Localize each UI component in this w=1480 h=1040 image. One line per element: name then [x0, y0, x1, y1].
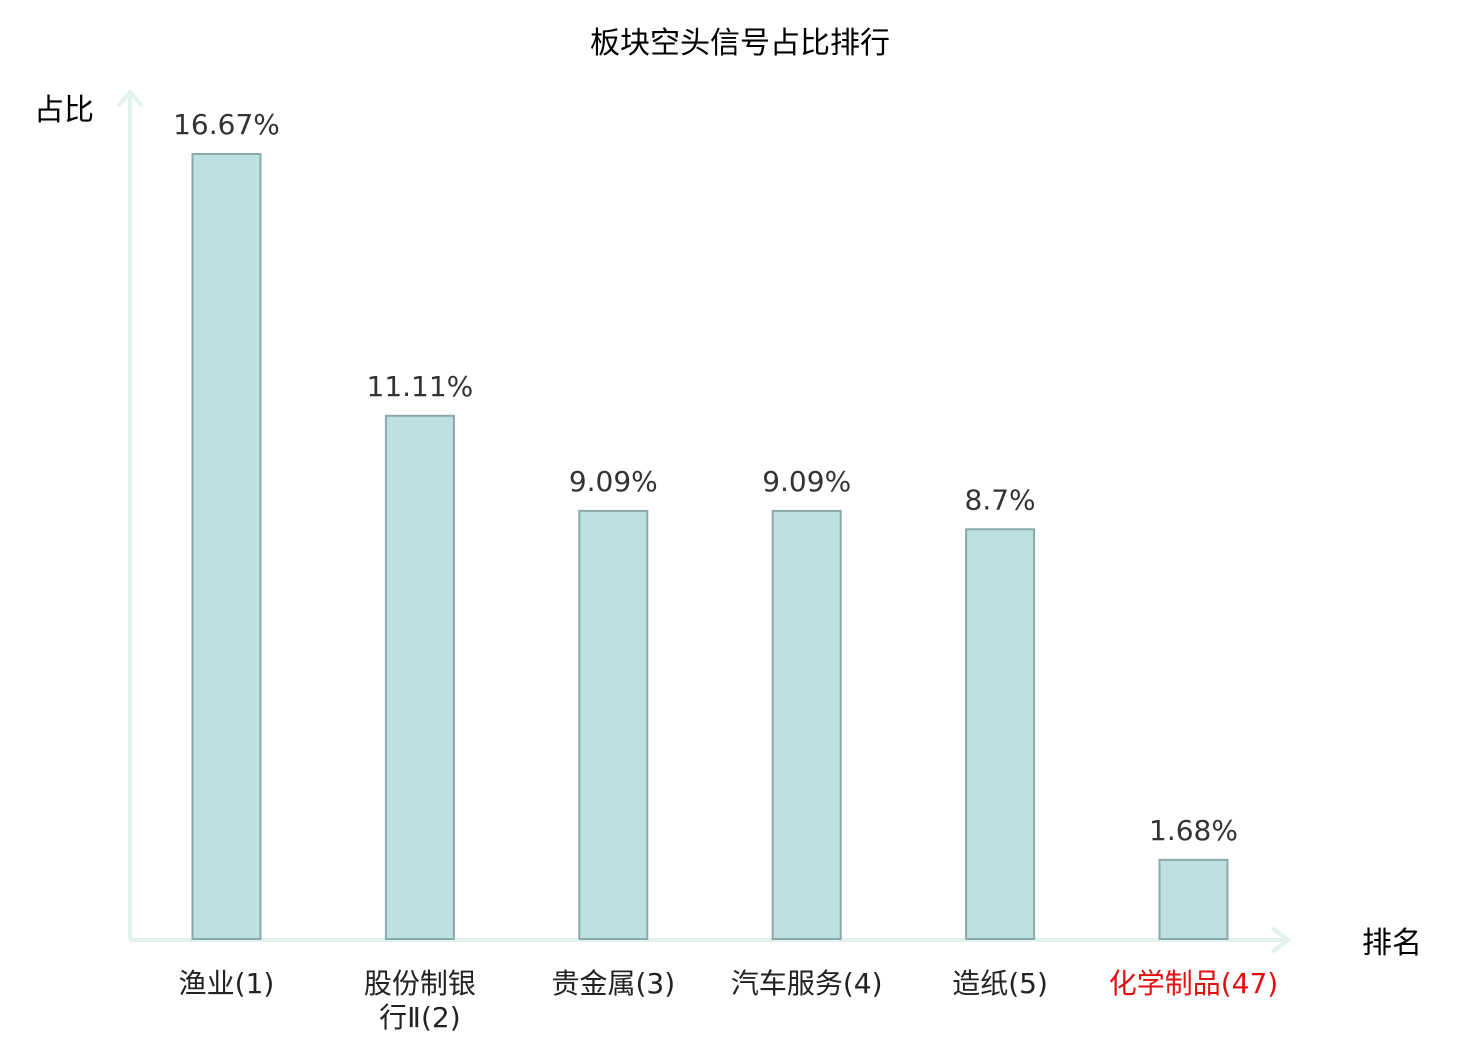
bar [965, 528, 1036, 940]
x-tick-label: 渔业(1) [179, 967, 275, 1000]
y-axis-label: 占比 [34, 93, 94, 128]
bar [771, 509, 842, 940]
x-axis-arrow [1270, 926, 1292, 954]
value-label: 16.67% [173, 108, 280, 141]
value-label: 11.11% [367, 370, 474, 403]
bar [1158, 858, 1229, 941]
x-tick-label: 贵金属(3) [551, 967, 675, 1000]
value-label: 9.09% [762, 465, 851, 498]
x-tick-label: 化学制品(47) [1109, 967, 1278, 1000]
x-tick-label: 行Ⅱ(2) [379, 1001, 460, 1034]
value-label: 8.7% [965, 483, 1036, 516]
x-tick-label: 造纸(5) [952, 967, 1048, 1000]
x-tick-label: 股份制银 [364, 967, 476, 1000]
chart-title: 板块空头信号占比排行 [590, 26, 890, 61]
x-axis-label: 排名 [1362, 926, 1422, 961]
bar [191, 153, 262, 940]
x-tick-label: 汽车服务(4) [731, 967, 883, 1000]
value-label: 9.09% [569, 465, 658, 498]
bar [384, 414, 455, 940]
value-label: 1.68% [1149, 814, 1238, 847]
bar [578, 509, 649, 940]
y-axis-arrow [116, 88, 144, 108]
